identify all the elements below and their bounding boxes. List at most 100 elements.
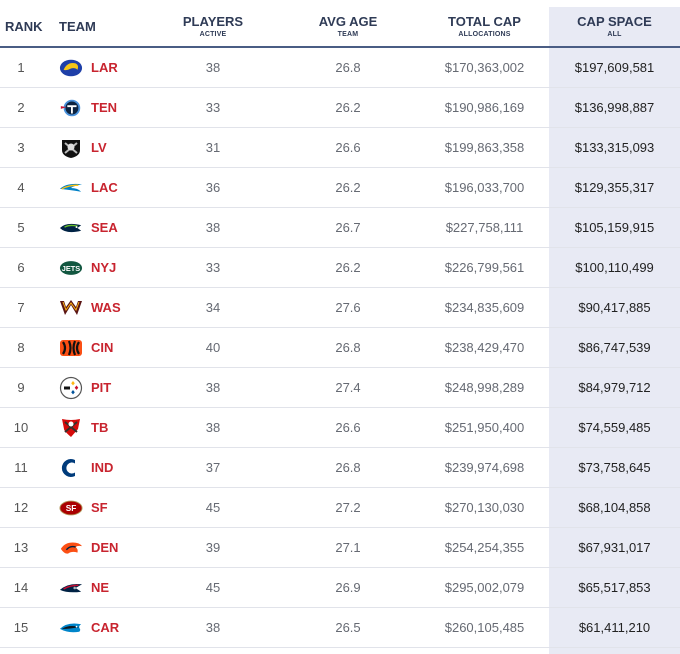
rank-cell: 3 <box>0 127 46 168</box>
seahawks-logo-icon[interactable] <box>59 216 83 240</box>
players-cell: 33 <box>150 247 276 288</box>
team-abbr-link[interactable]: DEN <box>91 540 119 555</box>
players-cell: 39 <box>150 527 276 568</box>
table-row[interactable]: 1 LAR 38 26.8 $170,363,002 $197,609,581 <box>0 47 680 88</box>
team-cell[interactable]: SEA <box>46 207 150 248</box>
avg-age-cell: 26.8 <box>276 327 420 368</box>
team-abbr-link[interactable]: SF <box>91 500 108 515</box>
rank-cell: 9 <box>0 367 46 408</box>
table-row[interactable]: 15 CAR 38 26.5 $260,105,485 $61,411,210 <box>0 607 680 648</box>
avg-age-cell: 27.2 <box>276 487 420 528</box>
table-row[interactable]: 9 PIT 38 27.4 $248,998,289 $84,979,712 <box>0 367 680 408</box>
team-cell[interactable]: LAC <box>46 167 150 208</box>
team-cell[interactable]: LAR <box>46 47 150 88</box>
team-abbr-link[interactable]: PIT <box>91 380 112 395</box>
team-cell[interactable]: TB <box>46 407 150 448</box>
avg-age-cell: 26.6 <box>276 127 420 168</box>
broncos-logo-icon[interactable] <box>59 536 83 560</box>
table-row[interactable]: 8 CIN 40 26.8 $238,429,470 $86,747,539 <box>0 327 680 368</box>
team-abbr-link[interactable]: NE <box>91 580 110 595</box>
team-abbr-link[interactable]: CIN <box>91 340 114 355</box>
49ers-logo-icon[interactable]: SF <box>59 496 83 520</box>
rams-logo-icon[interactable] <box>59 56 83 80</box>
team-column-header[interactable]: TEAM <box>46 7 150 48</box>
cap-space-cell: $67,931,017 <box>549 527 680 568</box>
team-abbr-link[interactable]: IND <box>91 460 114 475</box>
patriots-logo-icon[interactable] <box>59 576 83 600</box>
avg-age-cell: 26.9 <box>276 567 420 608</box>
table-row[interactable]: 11 IND 37 26.8 $239,974,698 $73,758,645 <box>0 447 680 488</box>
team-cell[interactable]: PIT <box>46 367 150 408</box>
table-row[interactable]: 10 TB 38 26.6 $251,950,400 $74,559,485 <box>0 407 680 448</box>
players-cell: 34 <box>150 287 276 328</box>
table-row[interactable]: 7 WAS 34 27.6 $234,835,609 $90,417,885 <box>0 287 680 328</box>
steelers-logo-icon[interactable] <box>59 376 83 400</box>
team-cell[interactable]: DEN <box>46 527 150 568</box>
team-abbr-link[interactable]: LAC <box>91 180 118 195</box>
team-cell[interactable]: CAR <box>46 607 150 648</box>
avg-age-cell: 27.1 <box>276 527 420 568</box>
table-row[interactable]: 4 LAC 36 26.2 $196,033,700 $129,355,317 <box>0 167 680 208</box>
rank-cell: 13 <box>0 527 46 568</box>
cap-space-cell: $65,517,853 <box>549 567 680 608</box>
titans-logo-icon[interactable] <box>59 96 83 120</box>
total-cap-header-label: TOTAL CAP <box>448 13 521 29</box>
table-row[interactable]: 14 NE 45 26.9 $295,002,079 $65,517,853 <box>0 567 680 608</box>
cap-space-cell: $74,559,485 <box>549 407 680 448</box>
team-cell[interactable]: LV <box>46 127 150 168</box>
commanders-logo-icon[interactable] <box>59 296 83 320</box>
total-cap-column-header[interactable]: TOTAL CAP ALLOCATIONS <box>420 7 549 48</box>
players-cell: 38 <box>150 367 276 408</box>
svg-text:JETS: JETS <box>62 263 81 272</box>
players-cell: 38 <box>150 407 276 448</box>
bengals-logo-icon[interactable] <box>59 336 83 360</box>
table-row[interactable]: 12 SF SF 45 27.2 $270,130,030 $68,104,85… <box>0 487 680 528</box>
chargers-logo-icon[interactable] <box>59 176 83 200</box>
jets-logo-icon[interactable]: JETS <box>59 256 83 280</box>
players-cell: 31 <box>150 127 276 168</box>
rank-cell: 4 <box>0 167 46 208</box>
team-abbr-link[interactable]: NYJ <box>91 260 117 275</box>
cap-space-cell: $100,110,499 <box>549 247 680 288</box>
total-cap-cell: $238,429,470 <box>420 327 549 368</box>
table-row[interactable]: 6 JETS NYJ 33 26.2 $226,799,561 $100,110… <box>0 247 680 288</box>
rank-cell: 5 <box>0 207 46 248</box>
team-abbr-link[interactable]: TEN <box>91 100 117 115</box>
table-row[interactable]: 3 LV 31 26.6 $199,863,358 $133,315,093 <box>0 127 680 168</box>
table-row[interactable]: 2 TEN 33 26.2 $190,986,169 $136,998,887 <box>0 87 680 128</box>
raiders-logo-icon[interactable] <box>59 136 83 160</box>
team-cell[interactable]: TEN <box>46 87 150 128</box>
table-row[interactable]: 5 SEA 38 26.7 $227,758,111 $105,159,915 <box>0 207 680 248</box>
rank-column-header[interactable]: RANK <box>0 7 46 48</box>
avg-age-column-header[interactable]: AVG AGE TEAM <box>276 7 420 48</box>
cap-space-cell: $86,747,539 <box>549 327 680 368</box>
team-cell[interactable]: WAS <box>46 287 150 328</box>
total-cap-cell: $227,758,111 <box>420 207 549 248</box>
colts-logo-icon[interactable] <box>59 456 83 480</box>
team-abbr-link[interactable]: CAR <box>91 620 120 635</box>
team-cell[interactable]: JETS NYJ <box>46 247 150 288</box>
total-cap-cell: $196,033,700 <box>420 167 549 208</box>
team-cell[interactable]: NE <box>46 567 150 608</box>
buccaneers-logo-icon[interactable] <box>59 416 83 440</box>
rank-cell: 6 <box>0 247 46 288</box>
avg-age-cell: 26.2 <box>276 247 420 288</box>
team-abbr-link[interactable]: WAS <box>91 300 121 315</box>
team-cell[interactable]: SF SF <box>46 487 150 528</box>
total-cap-cell: $234,835,609 <box>420 287 549 328</box>
table-row[interactable]: 13 DEN 39 27.1 $254,254,355 $67,931,017 <box>0 527 680 568</box>
team-cell[interactable]: CIN <box>46 327 150 368</box>
team-cell[interactable]: IND <box>46 447 150 488</box>
cap-space-column-header[interactable]: CAP SPACE ALL <box>549 7 680 48</box>
team-abbr-link[interactable]: LAR <box>91 60 118 75</box>
rank-cell: 14 <box>0 567 46 608</box>
team-abbr-link[interactable]: LV <box>91 140 107 155</box>
cap-space-header-label: CAP SPACE <box>577 13 652 29</box>
rank-cell: 12 <box>0 487 46 528</box>
players-column-header[interactable]: PLAYERS ACTIVE <box>150 7 276 48</box>
panthers-logo-icon[interactable] <box>59 616 83 640</box>
avg-age-cell: 27.4 <box>276 367 420 408</box>
team-abbr-link[interactable]: TB <box>91 420 109 435</box>
team-abbr-link[interactable]: SEA <box>91 220 118 235</box>
total-cap-cell: $251,950,400 <box>420 407 549 448</box>
